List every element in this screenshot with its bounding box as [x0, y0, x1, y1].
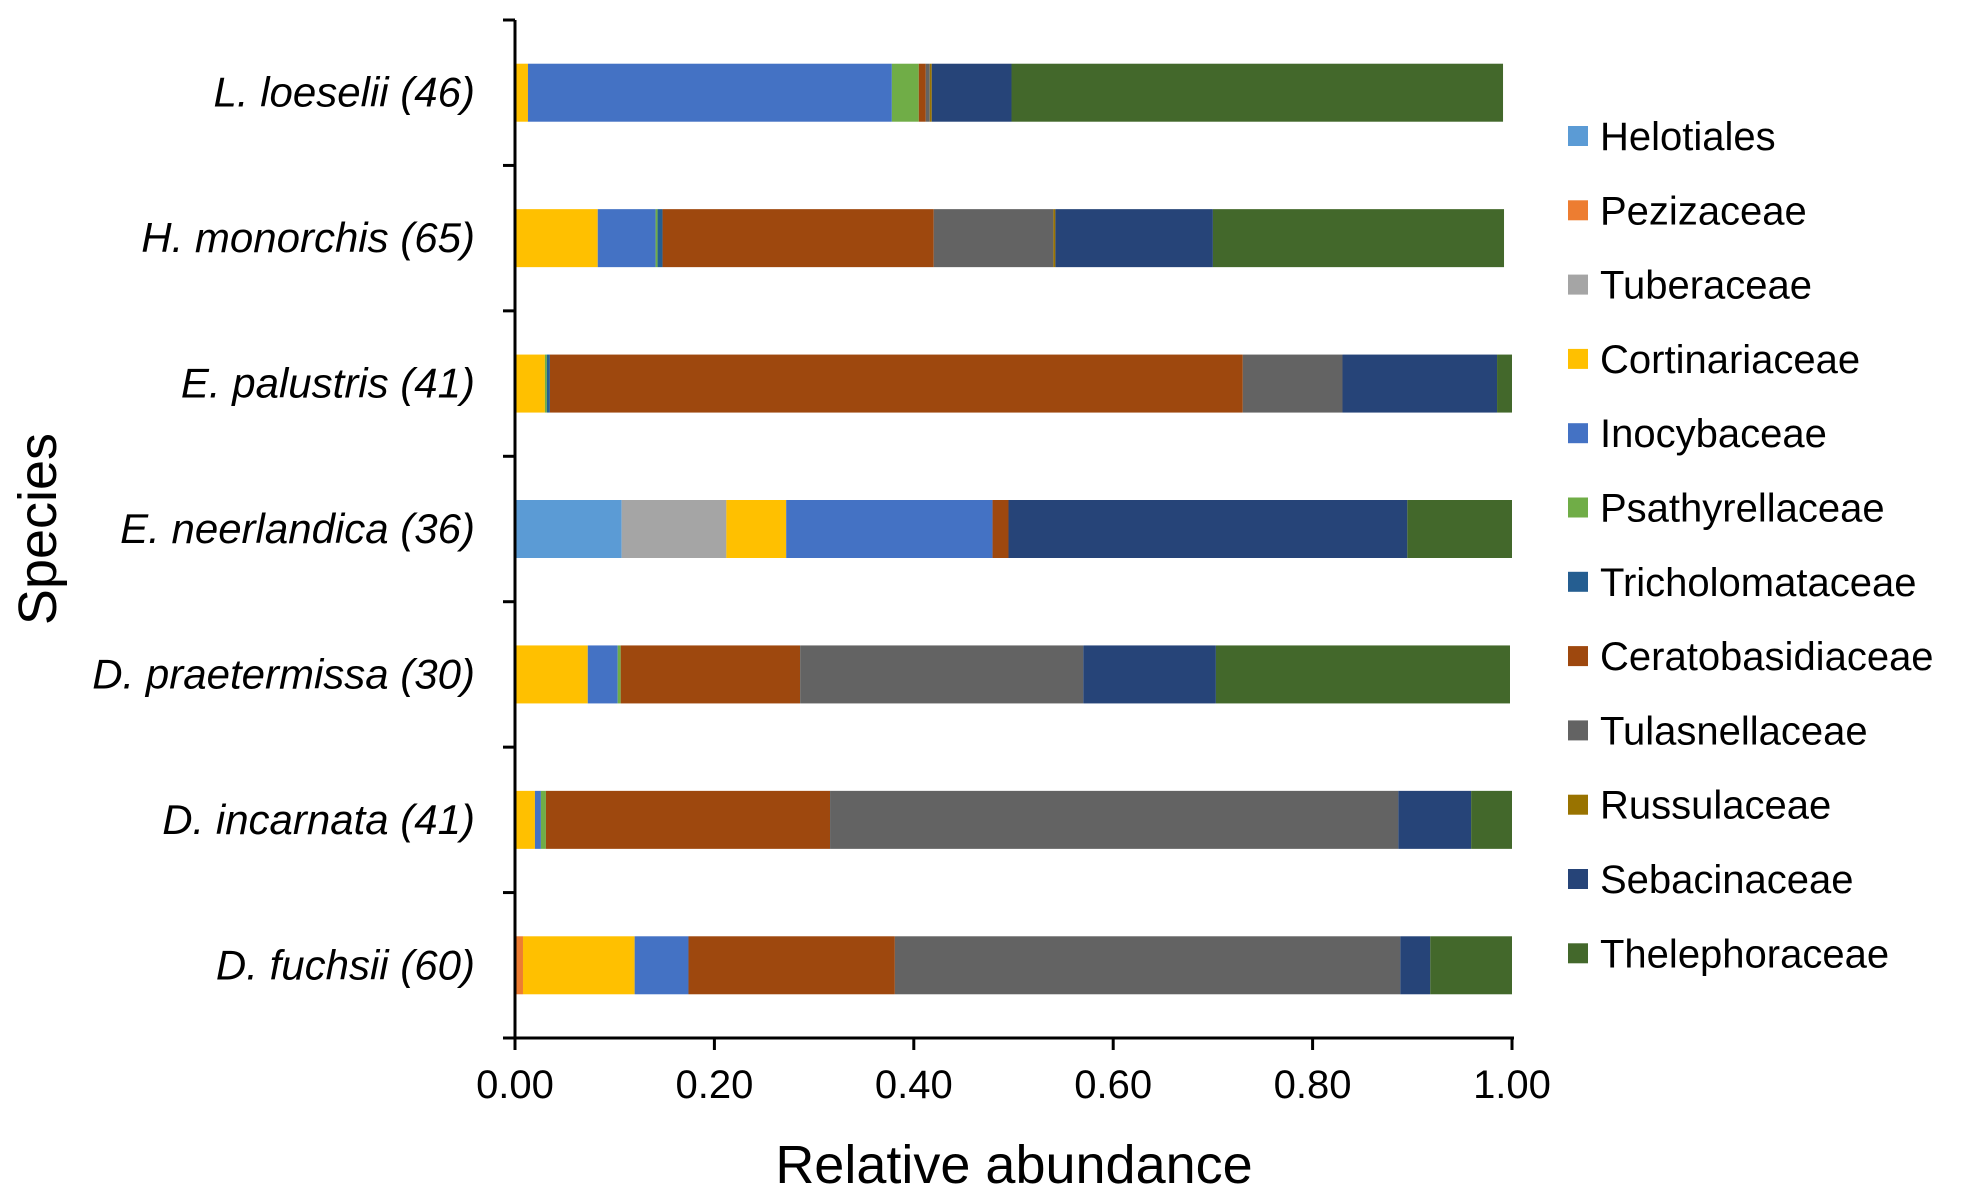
bar-segment-psathyrellaceae-5 — [540, 790, 546, 849]
category-label: L. loeselii (46) — [214, 69, 475, 116]
bar-segment-tulasnellaceae-0 — [925, 63, 930, 122]
bar-segment-inocybaceae-3 — [786, 500, 993, 558]
legend-label-psathyrellaceae: Psathyrellaceae — [1600, 487, 1885, 531]
bar-segment-thelephoraceae-3 — [1407, 500, 1512, 558]
ticks-layer: 0.00 0.20 0.40 0.60 0.80 1.00 — [476, 18, 1551, 1107]
bar-segment-cortinariaceae-1 — [515, 209, 598, 268]
category-label: H. monorchis (65) — [141, 214, 475, 261]
bar-segment-inocybaceae-6 — [634, 936, 689, 995]
bar-segment-ceratobasidiaceae-1 — [662, 209, 934, 268]
legend-label-ceratobasidiaceae: Ceratobasidiaceae — [1600, 635, 1934, 679]
bar-segment-thelephoraceae-1 — [1212, 209, 1505, 268]
bar-segment-cortinariaceae-6 — [522, 936, 635, 995]
legend-label-russulaceae: Russulaceae — [1600, 784, 1831, 828]
category-label: D. incarnata (41) — [162, 796, 475, 843]
legend-label-pezizaceae: Pezizaceae — [1600, 189, 1807, 233]
legend-label-sebacinaceae: Sebacinaceae — [1600, 858, 1854, 902]
bar-segment-tulasnellaceae-1 — [933, 209, 1054, 268]
x-axis-title: Relative abundance — [775, 1135, 1252, 1195]
bar-segment-sebacinaceae-5 — [1398, 790, 1472, 849]
bar-segment-thelephoraceae-0 — [1011, 63, 1504, 122]
bar-segment-sebacinaceae-6 — [1400, 936, 1431, 995]
bar-segment-ceratobasidiaceae-4 — [620, 645, 801, 704]
bar-segment-thelephoraceae-4 — [1215, 645, 1510, 704]
bar-segment-tulasnellaceae-4 — [800, 645, 1084, 704]
bar-segment-cortinariaceae-3 — [726, 500, 787, 558]
bar-segment-russulaceae-1 — [1053, 209, 1056, 268]
bar-segment-tulasnellaceae-2 — [1242, 354, 1343, 413]
bar-segment-ceratobasidiaceae-3 — [992, 500, 1009, 558]
bar-segment-sebacinaceae-0 — [931, 63, 1012, 122]
legend-label-tuberaceae: Tuberaceae — [1600, 264, 1812, 308]
bar-segment-russulaceae-0 — [929, 63, 932, 122]
x-tick-label: 1.00 — [1473, 1063, 1551, 1107]
bars-layer — [515, 63, 1512, 995]
bar-segment-inocybaceae-0 — [527, 63, 892, 122]
category-labels: L. loeselii (46) H. monorchis (65) E. palu… — [92, 69, 475, 989]
bar-segment-inocybaceae-4 — [587, 645, 618, 704]
legend-swatch-cortinariaceae — [1568, 348, 1588, 369]
bar-segment-inocybaceae-1 — [597, 209, 656, 268]
bar-segment-cortinariaceae-5 — [515, 790, 535, 849]
x-tick-label: 0.60 — [1074, 1063, 1152, 1107]
bar-segment-ceratobasidiaceae-2 — [549, 354, 1243, 413]
bar-segment-sebacinaceae-2 — [1342, 354, 1498, 413]
legend-label-tulasnellaceae: Tulasnellaceae — [1600, 709, 1868, 753]
legend: Helotiales Pezizaceae Tuberaceae Cortinaria… — [1568, 115, 1934, 976]
legend-label-cortinariaceae: Cortinariaceae — [1600, 338, 1860, 382]
x-tick-label: 0.20 — [675, 1063, 753, 1107]
bar-segment-psathyrellaceae-1 — [655, 209, 658, 268]
bar-segment-tricholomataceae-1 — [657, 209, 663, 268]
legend-swatch-pezizaceae — [1568, 200, 1588, 221]
legend-swatch-thelephoraceae — [1568, 943, 1588, 964]
bar-segment-sebacinaceae-3 — [1008, 500, 1408, 558]
bar-segment-ceratobasidiaceae-5 — [545, 790, 831, 849]
bar-segment-cortinariaceae-0 — [515, 63, 528, 122]
bar-segment-thelephoraceae-5 — [1471, 790, 1512, 849]
x-tick-label: 0.80 — [1274, 1063, 1352, 1107]
legend-label-inocybaceae: Inocybaceae — [1600, 412, 1827, 456]
bar-segment-pezizaceae-6 — [515, 936, 523, 995]
bar-segment-sebacinaceae-4 — [1083, 645, 1216, 704]
bar-segment-thelephoraceae-6 — [1430, 936, 1512, 995]
legend-swatch-tuberaceae — [1568, 274, 1588, 295]
bar-segment-tuberaceae-3 — [621, 500, 727, 558]
bar-segment-tulasnellaceae-5 — [830, 790, 1399, 849]
category-label: E. neerlandica (36) — [120, 505, 475, 552]
legend-swatch-tricholomataceae — [1568, 571, 1588, 592]
axes-layer — [513, 20, 1514, 1040]
legend-swatch-russulaceae — [1568, 794, 1588, 815]
bar-segment-helotiales-3 — [515, 500, 622, 558]
legend-swatch-sebacinaceae — [1568, 869, 1588, 889]
legend-swatch-helotiales — [1568, 126, 1588, 146]
bar-segment-inocybaceae-5 — [534, 790, 541, 849]
x-tick-label: 0.00 — [476, 1063, 554, 1107]
bar-segment-tulasnellaceae-6 — [894, 936, 1401, 995]
category-label: D. praetermissa (30) — [92, 650, 475, 697]
bar-segment-tricholomataceae-2 — [546, 354, 550, 413]
bar-segment-thelephoraceae-2 — [1497, 354, 1512, 413]
legend-swatch-tulasnellaceae — [1568, 720, 1588, 741]
category-label: E. palustris (41) — [181, 360, 475, 407]
bar-segment-ceratobasidiaceae-6 — [688, 936, 895, 995]
y-axis-title: Species — [8, 433, 68, 625]
bar-segment-cortinariaceae-4 — [515, 645, 588, 704]
legend-swatch-ceratobasidiaceae — [1568, 646, 1588, 667]
bar-segment-cortinariaceae-2 — [515, 354, 545, 413]
bar-segment-psathyrellaceae-0 — [891, 63, 919, 122]
bar-segment-ceratobasidiaceae-0 — [918, 63, 926, 122]
category-label: D. fuchsii (60) — [216, 941, 475, 988]
legend-swatch-inocybaceae — [1568, 423, 1588, 444]
legend-swatch-psathyrellaceae — [1568, 497, 1588, 518]
bar-segment-sebacinaceae-1 — [1055, 209, 1213, 268]
legend-label-thelephoraceae: Thelephoraceae — [1600, 932, 1889, 976]
legend-label-helotiales: Helotiales — [1600, 115, 1776, 159]
bar-segment-psathyrellaceae-4 — [617, 645, 621, 704]
legend-label-tricholomataceae: Tricholomataceae — [1600, 561, 1916, 605]
x-tick-label: 0.40 — [875, 1063, 953, 1107]
bar-segment-psathyrellaceae-2 — [544, 354, 547, 413]
